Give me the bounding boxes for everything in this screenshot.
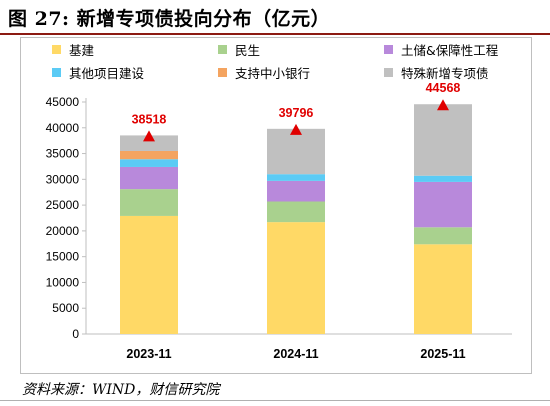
- legend-label: 土储&保障性工程: [401, 43, 499, 58]
- x-tick-label: 2023-11: [126, 347, 171, 361]
- source-note: 资料来源：WIND，财信研究院: [22, 382, 220, 398]
- legend-label: 民生: [235, 43, 261, 58]
- legend-swatch: [218, 68, 227, 77]
- y-tick-label: 5000: [52, 301, 79, 315]
- legend-label: 基建: [69, 43, 95, 58]
- bar-segment: [120, 215, 178, 334]
- legend-item: 特殊新增专项债: [384, 63, 489, 82]
- bar-segment: [120, 159, 178, 167]
- y-tick-label: 30000: [46, 172, 80, 186]
- bar-segment: [414, 181, 472, 228]
- bar-segment: [267, 201, 325, 223]
- legend-item: 民生: [218, 40, 260, 59]
- x-tick-label: 2025-11: [420, 347, 465, 361]
- bottom-rule: [0, 400, 550, 401]
- y-tick-label: 0: [72, 327, 79, 341]
- total-marker: [290, 123, 302, 135]
- legend-swatch: [384, 68, 393, 77]
- legend-label: 特殊新增专项债: [401, 66, 489, 81]
- legend-swatch: [384, 45, 393, 54]
- legend-swatch: [52, 68, 61, 77]
- legend-swatch: [52, 45, 61, 54]
- legend-label: 支持中小银行: [235, 66, 311, 81]
- legend-item: 其他项目建设: [52, 63, 144, 82]
- y-tick-label: 10000: [46, 275, 80, 289]
- total-marker: [143, 130, 155, 142]
- total-marker: [437, 99, 449, 111]
- y-tick-label: 15000: [46, 250, 80, 264]
- bar-segment: [120, 166, 178, 190]
- title-rule: [0, 33, 550, 35]
- bar-segment: [414, 104, 472, 176]
- bar-segment: [267, 128, 325, 175]
- bar-segment: [414, 227, 472, 245]
- y-tick-label: 20000: [46, 224, 80, 238]
- bar-segment: [120, 135, 178, 151]
- legend-item: 支持中小银行: [218, 63, 310, 82]
- total-label: 38518: [132, 112, 167, 126]
- figure-title: 图 27: 新增专项债投向分布（亿元）: [8, 8, 331, 30]
- legend-item: 土储&保障性工程: [384, 40, 498, 59]
- bar-segment: [414, 244, 472, 334]
- bar-segment: [120, 150, 178, 160]
- total-label: 39796: [279, 106, 314, 120]
- y-tick-label: 35000: [46, 147, 80, 161]
- legend-item: 基建: [52, 40, 94, 59]
- bar-segment: [120, 189, 178, 216]
- y-tick-label: 40000: [46, 121, 80, 135]
- y-tick-label: 45000: [46, 95, 80, 109]
- total-label: 44568: [426, 81, 461, 95]
- bar-segment: [414, 175, 472, 182]
- legend-swatch: [218, 45, 227, 54]
- legend-label: 其他项目建设: [69, 66, 145, 81]
- y-tick-label: 25000: [46, 198, 80, 212]
- bar-segment: [267, 174, 325, 181]
- bar-segment: [267, 222, 325, 334]
- x-tick-label: 2024-11: [273, 347, 318, 361]
- bar-segment: [267, 180, 325, 202]
